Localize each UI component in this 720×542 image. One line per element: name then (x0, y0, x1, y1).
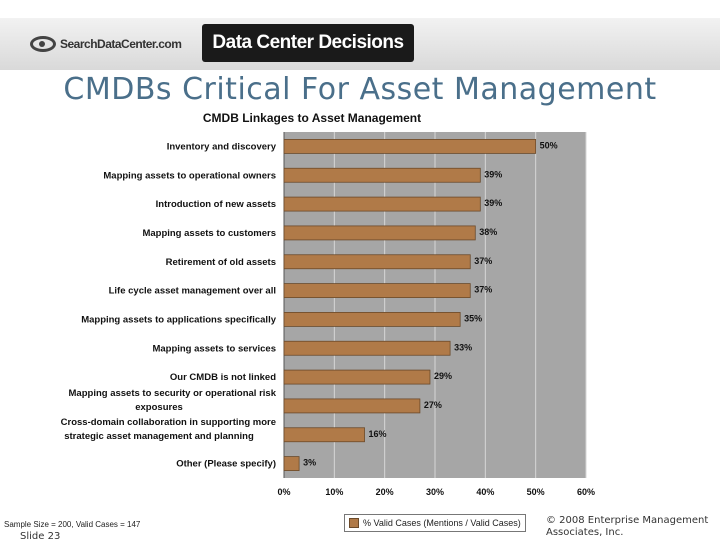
chart-title: CMDB Linkages to Asset Management (203, 111, 421, 125)
category-label: Mapping assets to applications specifica… (81, 314, 277, 325)
category-label: strategic asset management and planning (64, 431, 254, 442)
searchdatacenter-logo[interactable]: SearchDataCenter.com (30, 30, 182, 58)
bar-value-label: 38% (479, 227, 497, 237)
chart-legend: % Valid Cases (Mentions / Valid Cases) (344, 514, 526, 532)
bar (283, 254, 471, 270)
bar-chart: CMDB Linkages to Asset Management 0% 10% 20… (61, 111, 595, 497)
bar (283, 369, 431, 385)
bar (283, 139, 537, 154)
bar-value-label: 16% (369, 429, 387, 439)
bar (283, 167, 481, 183)
copyright-note: © 2008 Enterprise Management Associates,… (546, 515, 709, 538)
bar-value-label: 39% (484, 169, 502, 179)
x-tick-label: 10% (325, 487, 343, 497)
bar-value-label: 3% (303, 458, 316, 468)
bar (283, 340, 451, 356)
category-label: Mapping assets to customers (142, 228, 276, 239)
category-label: exposures (135, 402, 183, 413)
category-label: Mapping assets to services (152, 343, 276, 354)
category-label: Mapping assets to security or operationa… (69, 388, 277, 399)
category-label: Cross-domain collaboration in supporting… (61, 417, 276, 428)
bar (283, 456, 300, 471)
x-tick-label: 30% (426, 487, 444, 497)
legend-swatch (349, 518, 359, 528)
bar-value-label: 29% (434, 371, 452, 381)
bar (283, 312, 461, 327)
data-center-decisions-banner[interactable]: Data Center Decisions (202, 24, 414, 62)
bar-value-label: 50% (540, 140, 558, 150)
bar-value-label: 39% (484, 198, 502, 208)
sample-size-note: Sample Size = 200, Valid Cases = 147 (4, 520, 141, 529)
bar (283, 398, 421, 414)
category-label: Other (Please specify) (176, 459, 276, 470)
category-label: Inventory and discovery (167, 141, 277, 152)
category-label: Retirement of old assets (166, 257, 276, 268)
bar (283, 427, 365, 443)
bar-value-label: 33% (454, 342, 472, 352)
x-tick-label: 20% (376, 487, 394, 497)
logo-text: SearchDataCenter.com (60, 37, 182, 51)
x-tick-label: 0% (277, 487, 290, 497)
category-label: Our CMDB is not linked (170, 372, 276, 383)
bar (283, 283, 471, 298)
slide-title: CMDBs Critical For Asset Management (63, 72, 657, 107)
category-label: Mapping assets to operational owners (103, 170, 276, 181)
eye-logo-icon (30, 36, 56, 52)
slide-number: Slide 23 (20, 531, 61, 542)
x-tick-label: 40% (476, 487, 494, 497)
bar (283, 225, 476, 241)
x-tick-label: 60% (577, 487, 595, 497)
bar-value-label: 27% (424, 400, 442, 410)
bar-value-label: 35% (464, 313, 482, 323)
bar (283, 196, 481, 212)
category-label: Life cycle asset management over all (109, 286, 276, 297)
legend-label: % Valid Cases (Mentions / Valid Cases) (363, 518, 521, 528)
category-label: Introduction of new assets (156, 199, 276, 210)
x-tick-label: 50% (527, 487, 545, 497)
bar-value-label: 37% (474, 285, 492, 295)
bar-value-label: 37% (474, 256, 492, 266)
